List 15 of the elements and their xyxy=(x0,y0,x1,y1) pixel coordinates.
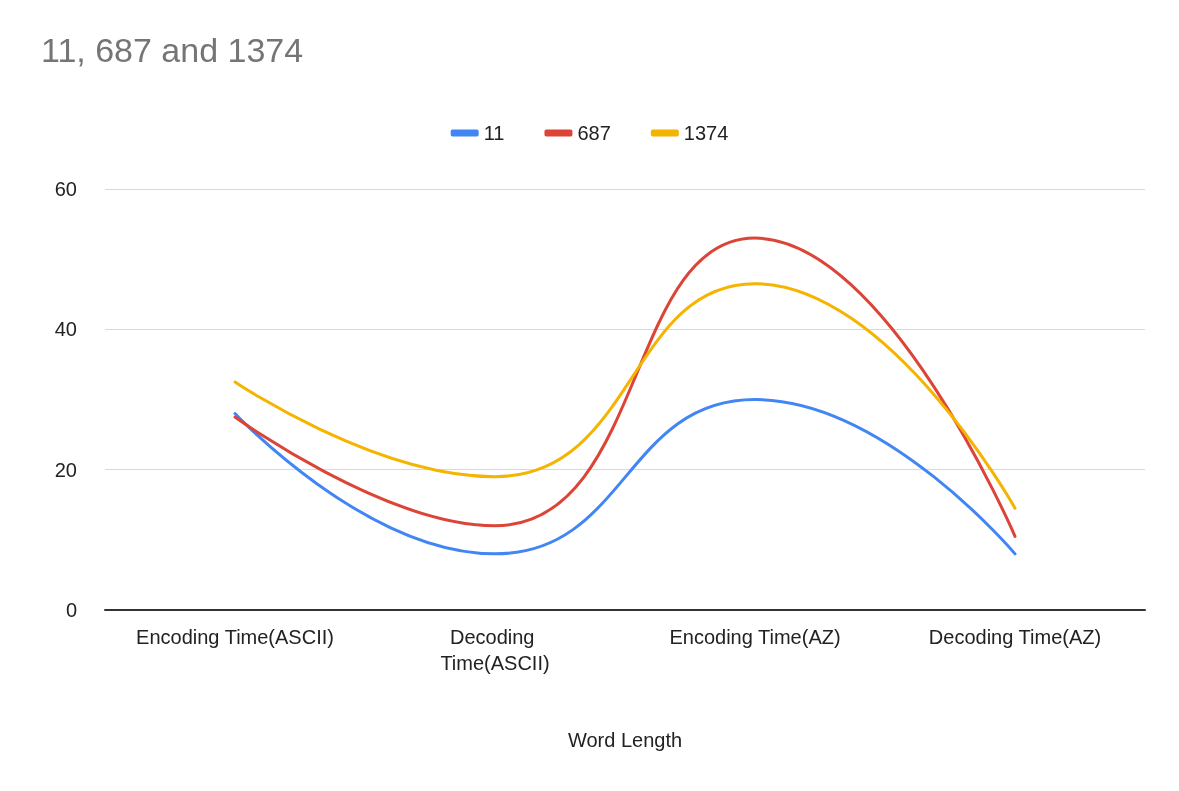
y-tick-label: 20 xyxy=(54,458,77,481)
x-tick-label: Decoding Time(ASCII) xyxy=(440,626,550,674)
line-series xyxy=(233,282,1017,510)
line-series xyxy=(233,236,1017,538)
x-tick-label: Encoding Time(ASCII) xyxy=(136,626,334,648)
legend-label: 1374 xyxy=(683,122,729,144)
y-tick-label: 60 xyxy=(54,178,77,200)
x-axis-title: Word Length xyxy=(567,729,683,751)
y-tick-label: 40 xyxy=(54,318,77,341)
x-tick-label: Decoding Time(AZ) xyxy=(928,626,1102,648)
legend-label: 687 xyxy=(577,122,611,144)
chart-title: 11, 687 and 1374 xyxy=(41,31,304,69)
y-tick-label: 0 xyxy=(65,599,77,621)
x-tick-label: Encoding Time(AZ) xyxy=(669,626,841,648)
legend-label: 11 xyxy=(483,122,505,144)
